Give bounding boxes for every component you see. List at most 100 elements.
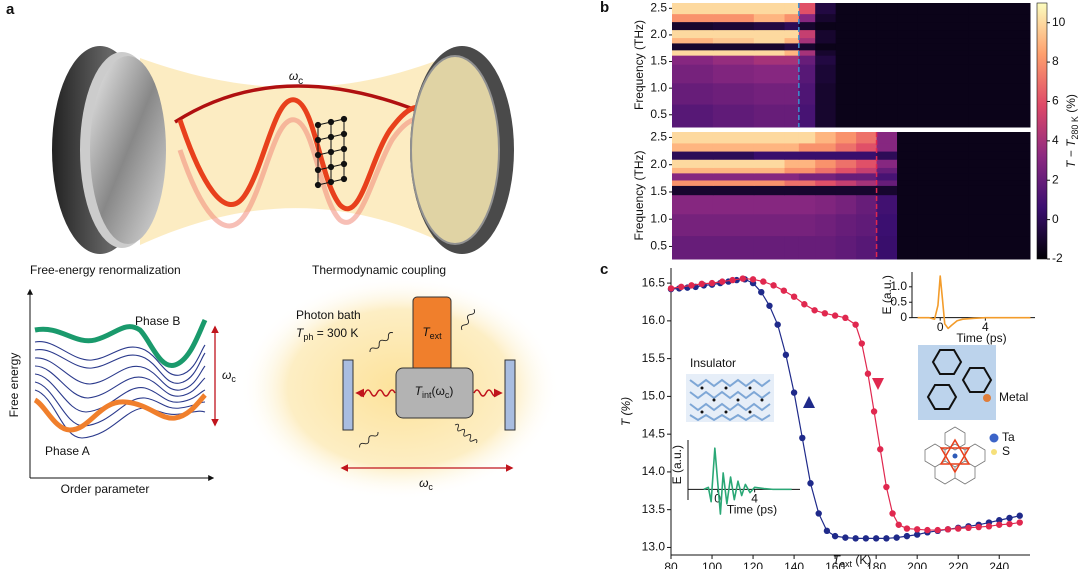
text: ) bbox=[449, 384, 453, 398]
heatmap-cell bbox=[876, 13, 898, 23]
y-tick-label: 2.5 bbox=[650, 0, 667, 14]
heatmap-cell bbox=[798, 42, 816, 51]
y-tick-label: 2.0 bbox=[650, 27, 667, 41]
heatmap-cell bbox=[876, 142, 898, 152]
colorbar-label: T − T280 K (%) bbox=[1064, 94, 1080, 168]
y-tick-label: 1.5 bbox=[650, 54, 667, 68]
panel-label: b bbox=[600, 0, 609, 16]
data-point bbox=[895, 521, 902, 528]
heatmap-cell bbox=[798, 13, 816, 23]
y-axis-label: T (%) bbox=[619, 397, 633, 426]
heatmap-cell bbox=[835, 151, 857, 160]
data-point bbox=[739, 275, 746, 282]
data-point bbox=[913, 526, 921, 533]
data-point bbox=[708, 279, 716, 287]
heatmap-cell bbox=[798, 104, 816, 128]
heatmap-cell bbox=[753, 172, 786, 181]
heatmap-cell bbox=[856, 82, 878, 105]
heatmap-cell bbox=[784, 13, 800, 23]
heatmap-cell bbox=[968, 213, 1031, 237]
heatmap-cell bbox=[672, 132, 714, 144]
data-point bbox=[1016, 519, 1023, 526]
heatmap-cell bbox=[712, 3, 755, 15]
star bbox=[939, 438, 971, 474]
annotation: Ta bbox=[1002, 430, 1015, 444]
subscript: c bbox=[445, 390, 450, 400]
heatmap-cell bbox=[815, 213, 837, 237]
axis-label: Free energy bbox=[7, 353, 21, 418]
heatmap-cell bbox=[917, 64, 970, 84]
heatmap-cell bbox=[835, 185, 857, 196]
symbol: T bbox=[833, 553, 842, 567]
heatmap-cell bbox=[753, 49, 786, 56]
heatmap-cell bbox=[897, 21, 918, 31]
phase-label: Phase B bbox=[135, 314, 180, 328]
metal-lattice bbox=[918, 345, 996, 420]
heatmap-cell bbox=[917, 104, 970, 128]
heatmap-cell bbox=[835, 104, 857, 128]
y-axis-label: Frequency (THz) bbox=[632, 20, 646, 110]
heatmap-cell bbox=[712, 167, 755, 174]
phase-a-curve bbox=[33, 393, 207, 433]
heatmap-cell bbox=[876, 82, 898, 105]
heatmap-cell bbox=[876, 194, 898, 215]
insulator-lattice bbox=[686, 374, 774, 422]
heatmap-cell bbox=[876, 159, 898, 168]
heatmap-cell bbox=[897, 213, 918, 237]
symbol: ω bbox=[222, 368, 231, 382]
data-point bbox=[1006, 520, 1013, 528]
heatmap-cell bbox=[897, 37, 918, 44]
heatmap-cell bbox=[897, 49, 918, 56]
heatmap-cell bbox=[784, 29, 800, 39]
heatmap-cell bbox=[876, 132, 898, 144]
inset-tick-label: 0.5 bbox=[890, 294, 907, 308]
heatmap-cell bbox=[784, 132, 800, 144]
heatmap-cell bbox=[712, 37, 755, 44]
heatmap-cell bbox=[798, 29, 816, 39]
heatmap-cell bbox=[815, 179, 837, 186]
heatmap-cell bbox=[968, 159, 1031, 168]
heatmap-cell bbox=[835, 42, 857, 51]
y-tick-label: 14.0 bbox=[642, 464, 666, 478]
heatmap-cell bbox=[712, 49, 755, 56]
heatmap-cell bbox=[815, 185, 837, 196]
heatmap-cell bbox=[968, 21, 1031, 31]
data-point bbox=[698, 280, 705, 288]
symbol: T bbox=[296, 326, 305, 340]
heatmap-cell bbox=[815, 82, 837, 105]
heatmap-cell bbox=[712, 142, 755, 152]
heatmap-cell bbox=[815, 21, 837, 31]
x-tick-label: 240 bbox=[989, 560, 1009, 569]
symbol: T − T bbox=[1064, 138, 1078, 168]
star-lattice bbox=[924, 426, 999, 485]
phase-b-curve bbox=[34, 318, 208, 368]
heatmap-cell bbox=[672, 167, 714, 174]
heatmap-cell bbox=[897, 172, 918, 181]
heatmap-cell bbox=[856, 55, 878, 65]
free-energy-sketch: Free-energy renormalization Free energy … bbox=[7, 263, 236, 496]
lattice-image bbox=[918, 345, 996, 420]
phase-label: Phase A bbox=[45, 444, 90, 458]
dot bbox=[983, 394, 991, 402]
heatmap-cell bbox=[784, 167, 800, 174]
heatmap-cell bbox=[815, 42, 837, 51]
heatmap-cell bbox=[815, 55, 837, 65]
heatmap-cell bbox=[784, 64, 800, 84]
heatmap-cell bbox=[815, 159, 837, 168]
heatmap-cell bbox=[968, 49, 1031, 56]
heatmap-cell bbox=[753, 104, 786, 128]
heatmap-cell bbox=[712, 151, 755, 160]
subscript: int bbox=[422, 390, 432, 400]
heatmap-cell bbox=[753, 167, 786, 174]
heatmap-cell bbox=[798, 64, 816, 84]
heatmap-cell bbox=[798, 37, 816, 44]
heatmap-cell bbox=[917, 37, 970, 44]
heatmap-cell bbox=[917, 179, 970, 186]
data-point bbox=[678, 283, 685, 291]
y-tick-label: 0.5 bbox=[650, 107, 667, 121]
data-point bbox=[852, 535, 859, 542]
panel-label: c bbox=[600, 261, 608, 278]
heatmap-cell bbox=[897, 55, 918, 65]
y-tick-label: 0.5 bbox=[650, 239, 667, 253]
